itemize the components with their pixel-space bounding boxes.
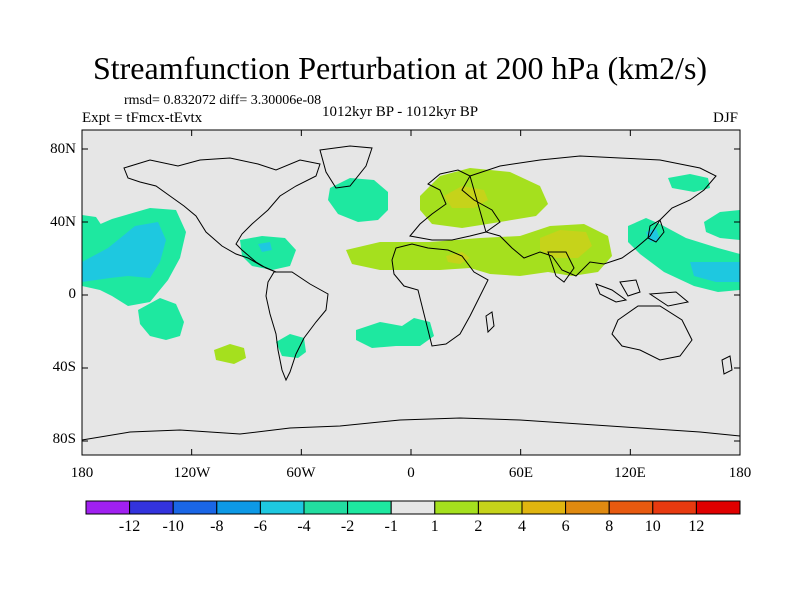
colorbar-label: -10	[162, 518, 184, 535]
experiment-label: Expt = tFmcx-tEvtx	[82, 110, 203, 126]
colorbar-label: 12	[688, 518, 705, 535]
map-background	[82, 130, 740, 455]
lon-label-120w: 120W	[173, 465, 211, 481]
colorbar-swatch	[85, 500, 131, 515]
contour-wpacific-core	[690, 262, 740, 282]
colorbar-label: -1	[384, 518, 398, 535]
lon-label-180e: 180	[728, 465, 752, 481]
coast-madagascar	[485, 311, 495, 334]
period-label: 1012kyr BP - 1012kyr BP	[322, 104, 479, 120]
colorbar-swatch	[608, 500, 654, 515]
lon-label-0: 0	[407, 465, 415, 481]
colorbar-label: -6	[253, 518, 268, 535]
lat-label-40n: 40N	[50, 214, 76, 230]
coast-new-zealand	[721, 355, 733, 375]
colorbar-swatch	[434, 500, 479, 515]
contour-europe-core	[444, 186, 488, 208]
contour-natlantic	[328, 178, 388, 222]
coast-japan	[647, 219, 665, 243]
colorbar-label: -12	[118, 518, 141, 535]
stats-text: rmsd= 0.832072 diff= 3.30006e-08	[124, 93, 322, 108]
contour-spacific-pos	[214, 344, 246, 364]
colorbar-label: 8	[605, 518, 614, 535]
coast-africa	[391, 243, 489, 347]
colorbar-swatch	[477, 500, 523, 515]
colorbar-swatch	[303, 500, 349, 515]
axis-ticks	[81, 130, 741, 455]
lat-label-40s: 40S	[52, 359, 76, 375]
lat-label-eq: 0	[68, 286, 77, 302]
colorbar-swatch	[129, 500, 174, 515]
contour-satlantic	[356, 318, 434, 348]
lat-label-80s: 80S	[52, 431, 76, 447]
lon-label-60e: 60E	[508, 465, 534, 481]
coastlines	[81, 145, 741, 441]
contour-samerica	[276, 334, 306, 358]
lat-label-80n: 80N	[50, 141, 76, 157]
lon-label-120e: 120E	[614, 465, 646, 481]
colorbar-swatch	[652, 500, 697, 515]
contour-subtropics-core	[540, 230, 592, 258]
colorbar-label: -8	[210, 518, 224, 535]
contour-dateline-west	[82, 215, 102, 238]
lon-label-60w: 60W	[286, 465, 316, 481]
contour-npacific-east-core	[82, 222, 166, 282]
coast-north-america	[123, 157, 321, 273]
lon-label-180w: 180	[70, 465, 94, 481]
colorbar-swatch	[390, 500, 436, 515]
contour-dateline-east	[704, 210, 740, 240]
colorbar	[85, 500, 741, 515]
chart-title: Streamfunction Perturbation at 200 hPa (…	[92, 50, 708, 86]
coast-greenland	[319, 145, 373, 189]
colorbar-swatch	[521, 500, 567, 515]
season-label: DJF	[713, 110, 739, 126]
contour-arabia-core	[446, 252, 470, 264]
colorbar-label: 2	[474, 518, 483, 535]
colorbar-label: 4	[518, 518, 526, 535]
contour-fills	[82, 168, 740, 364]
coast-asia	[469, 155, 717, 277]
coast-europe	[409, 169, 501, 241]
colorbar-swatch	[347, 500, 392, 515]
coast-borneo	[619, 279, 641, 297]
colorbar-swatch	[259, 500, 305, 515]
coast-south-america	[265, 271, 329, 382]
colorbar-swatch	[695, 500, 741, 515]
coast-new-guinea	[648, 291, 690, 307]
contour-caribbean-core	[258, 242, 272, 252]
contour-kamchatka	[668, 174, 710, 192]
colorbar-label: 6	[561, 518, 570, 535]
contour-spacific	[138, 298, 184, 340]
coast-antarctica	[81, 417, 741, 441]
colorbar-label: 10	[644, 518, 661, 535]
coast-sumatra	[595, 283, 628, 303]
colorbar-label: 1	[430, 518, 439, 535]
coast-australia	[611, 305, 693, 361]
colorbar-label: -2	[340, 518, 355, 535]
colorbar-label: -4	[297, 518, 311, 535]
colorbar-swatch	[565, 500, 610, 515]
colorbar-swatch	[216, 500, 261, 515]
colorbar-swatch	[172, 500, 218, 515]
coast-india	[547, 251, 575, 283]
